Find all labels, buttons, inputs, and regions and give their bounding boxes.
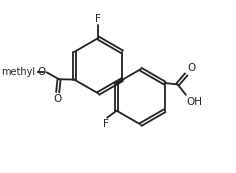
Text: methyl: methyl	[1, 67, 35, 77]
Text: O: O	[187, 63, 195, 73]
Text: O: O	[37, 67, 45, 77]
Text: O: O	[54, 94, 62, 104]
Text: F: F	[95, 14, 101, 24]
Text: OH: OH	[187, 97, 202, 107]
Text: F: F	[103, 119, 109, 129]
